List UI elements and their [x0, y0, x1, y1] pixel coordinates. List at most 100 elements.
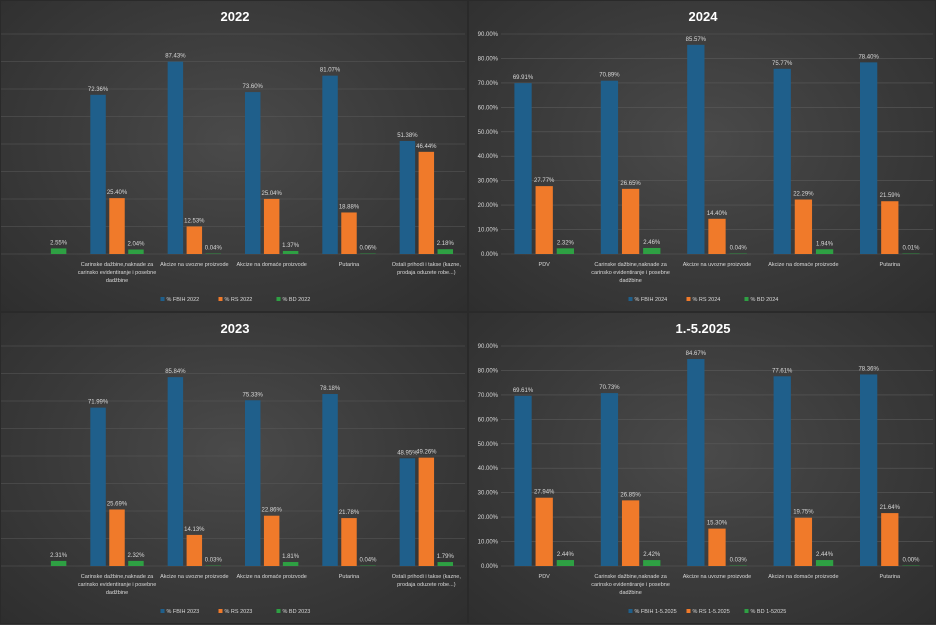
bar-fbih — [601, 81, 618, 254]
data-label: 0.00% — [902, 558, 920, 564]
category-label: Carinske dažbine,naknade za — [594, 574, 667, 580]
bar-rs — [708, 219, 725, 254]
y-tick-label: 10.00% — [478, 228, 499, 234]
bar-bd — [51, 561, 66, 566]
data-label: 75.77% — [772, 61, 793, 67]
data-label: 51.38% — [397, 133, 418, 139]
data-label: 0.04% — [730, 246, 748, 252]
bar-fbih — [400, 141, 415, 254]
category-label: PDV — [539, 574, 551, 580]
bar-fbih — [514, 83, 531, 254]
bar-bd — [283, 251, 298, 254]
bar-rs — [419, 152, 434, 254]
data-label: 12.53% — [184, 218, 205, 224]
data-label: 0.04% — [205, 246, 223, 252]
legend-swatch — [161, 297, 165, 301]
data-label: 2.46% — [643, 240, 661, 246]
data-label: 26.85% — [620, 492, 641, 498]
bar-rs — [795, 200, 812, 254]
bar-rs — [536, 186, 553, 254]
data-label: 25.04% — [261, 191, 282, 197]
data-label: 27.77% — [534, 178, 555, 184]
bar-rs — [109, 509, 124, 566]
legend-swatch — [745, 297, 749, 301]
chart-title: 2024 — [689, 9, 719, 24]
y-tick-label: 40.00% — [478, 466, 499, 472]
category-label: carinsko evidentiranje i posebne — [591, 582, 670, 588]
y-tick-label: 10.00% — [478, 540, 499, 546]
legend-label: % RS 1-5.2025 — [693, 609, 730, 615]
bar-fbih — [400, 458, 415, 566]
data-label: 85.84% — [165, 369, 186, 375]
data-label: 69.61% — [513, 388, 534, 394]
data-label: 2.04% — [127, 242, 145, 248]
bar-bd — [283, 562, 298, 566]
data-label: 19.75% — [793, 510, 814, 516]
y-tick-label: 20.00% — [478, 203, 499, 209]
data-label: 1.81% — [282, 554, 300, 560]
data-label: 2.55% — [50, 240, 68, 246]
data-label: 25.40% — [107, 190, 128, 196]
bar-bd — [643, 248, 660, 254]
data-label: 14.40% — [707, 211, 728, 217]
bar-rs — [109, 198, 124, 254]
bar-fbih — [90, 95, 105, 254]
bar-fbih — [322, 394, 337, 566]
category-label: carinsko evidentiranje i posebne — [78, 582, 157, 588]
data-label: 1.37% — [282, 243, 300, 249]
data-label: 69.91% — [513, 75, 534, 81]
data-label: 21.78% — [339, 510, 360, 516]
category-label: Akcize na domaće proizvode — [768, 574, 838, 580]
category-label: prodaja oduzete robe...) — [397, 582, 456, 588]
bar-bd — [557, 560, 574, 566]
y-tick-label: 30.00% — [478, 491, 499, 497]
data-label: 87.43% — [165, 54, 186, 60]
bar-rs — [187, 226, 202, 254]
bar-rs — [881, 201, 898, 254]
category-label: dadžbine — [106, 278, 128, 284]
chart-title: 1.-5.2025 — [676, 321, 731, 336]
data-label: 21.64% — [880, 505, 901, 511]
y-tick-label: 60.00% — [478, 417, 499, 423]
data-label: 22.29% — [793, 192, 814, 198]
y-tick-label: 80.00% — [478, 368, 499, 374]
bar-rs — [264, 199, 279, 254]
bar-rs — [708, 529, 725, 566]
chart-title: 2023 — [221, 321, 250, 336]
bar-fbih — [687, 45, 704, 254]
y-tick-label: 0.00% — [481, 564, 499, 570]
legend-swatch — [629, 609, 633, 613]
bar-rs — [795, 518, 812, 566]
y-tick-label: 50.00% — [478, 442, 499, 448]
bar-bd — [128, 250, 143, 254]
data-label: 15.30% — [707, 521, 728, 527]
legend-label: % BD 2022 — [283, 297, 311, 303]
data-label: 0.04% — [359, 558, 377, 564]
data-label: 71.99% — [88, 400, 109, 406]
category-label: Carinske dažbine,naknade za — [594, 262, 667, 268]
bar-fbih — [245, 400, 260, 566]
bar-bd — [51, 248, 66, 254]
data-label: 78.36% — [858, 366, 879, 372]
category-label: prodaja oduzete robe...) — [397, 270, 456, 276]
bar-fbih — [168, 62, 183, 254]
legend-swatch — [219, 609, 223, 613]
category-label: Putarina — [339, 262, 360, 268]
data-label: 27.94% — [534, 490, 555, 496]
data-label: 1.79% — [437, 554, 455, 560]
data-label: 0.03% — [205, 558, 223, 564]
y-tick-label: 80.00% — [478, 56, 499, 62]
data-label: 18.88% — [339, 204, 360, 210]
bar-rs — [622, 189, 639, 254]
legend-label: % FBIH 2022 — [167, 297, 200, 303]
data-label: 0.06% — [359, 246, 377, 252]
legend-label: % BD 2024 — [751, 297, 779, 303]
legend-swatch — [219, 297, 223, 301]
bar-fbih — [514, 396, 531, 566]
category-label: Putarina — [339, 574, 360, 580]
data-label: 2.32% — [127, 553, 145, 559]
